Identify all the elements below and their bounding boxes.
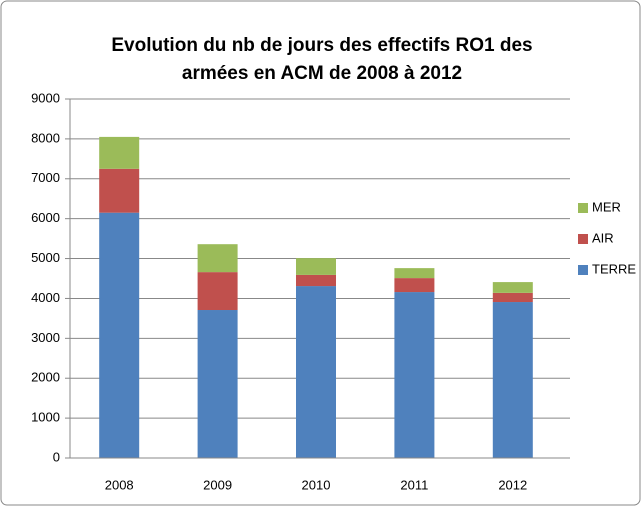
bar-segment	[296, 274, 336, 287]
x-tick-label: 2008	[105, 477, 134, 492]
bar-segment	[197, 272, 238, 311]
y-tick-label: 7000	[31, 170, 60, 185]
y-tick-label: 2000	[31, 370, 60, 385]
bar-segment	[296, 258, 336, 275]
bar-segment	[492, 282, 533, 293]
y-tick-label: 0	[53, 449, 60, 464]
legend-label: TERRE	[592, 261, 636, 276]
x-tick-label: 2010	[302, 477, 331, 492]
bar-segment	[394, 292, 435, 458]
bar-segment	[99, 212, 140, 458]
x-tick-label: 2012	[498, 477, 527, 492]
legend-swatch	[578, 265, 588, 275]
bar-segment	[99, 136, 140, 169]
legend-label: MER	[592, 199, 621, 214]
chart-title: Evolution du nb de jours des effectifs R…	[111, 35, 532, 56]
y-tick-label: 8000	[31, 130, 60, 145]
y-tick-label: 3000	[31, 330, 60, 345]
x-tick-label: 2009	[203, 477, 232, 492]
bar-segment	[492, 302, 533, 458]
y-tick-label: 9000	[31, 90, 60, 105]
bar-segment	[197, 310, 238, 458]
y-tick-label: 4000	[31, 290, 60, 305]
chart-title: armées en ACM de 2008 à 2012	[182, 63, 462, 84]
legend-label: AIR	[592, 230, 614, 245]
bar-segment	[99, 168, 140, 213]
bar-segment	[394, 278, 435, 293]
bar-segment	[296, 286, 336, 458]
y-tick-label: 6000	[31, 210, 60, 225]
bar-segment	[394, 268, 435, 279]
y-tick-label: 1000	[31, 410, 60, 425]
x-tick-label: 2011	[400, 477, 428, 492]
legend-swatch	[578, 234, 588, 244]
bar-segment	[492, 292, 533, 303]
bar-segment	[197, 244, 238, 273]
legend-swatch	[578, 203, 588, 213]
y-tick-label: 5000	[31, 250, 60, 265]
